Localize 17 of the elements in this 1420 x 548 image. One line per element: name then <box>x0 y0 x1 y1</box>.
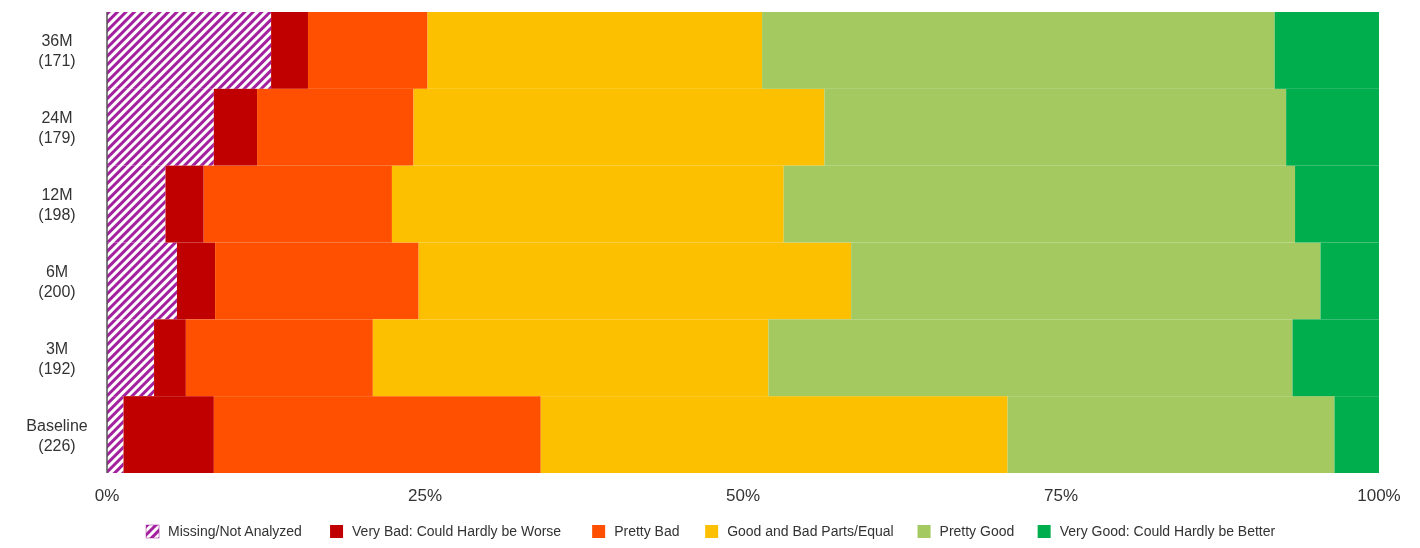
y-tick-label: Baseline (226) <box>26 416 88 454</box>
x-tick-label: 50% <box>725 486 761 505</box>
legend-label: Missing/Not Analyzed <box>168 523 302 539</box>
x-tick-label: 0% <box>94 486 120 505</box>
y-tick-label: 12M (198) <box>38 186 76 224</box>
legend-label: Very Bad: Could Hardly be Worse <box>352 523 562 539</box>
x-tick-label: 100% <box>1357 486 1401 505</box>
legend-label: Pretty Bad <box>614 523 680 539</box>
x-tick-label: 25% <box>407 486 443 505</box>
legend-label: Good and Bad Parts/Equal <box>727 523 894 539</box>
y-tick-label: 3M (192) <box>38 339 76 377</box>
legend-label: Very Good: Could Hardly be Better <box>1059 523 1276 539</box>
legend-label: Pretty Good <box>939 523 1015 539</box>
y-tick-label: 24M (179) <box>38 109 76 147</box>
y-tick-label: 36M (171) <box>38 32 76 70</box>
y-tick-label: 6M (200) <box>38 262 76 300</box>
x-tick-label: 75% <box>1043 486 1079 505</box>
